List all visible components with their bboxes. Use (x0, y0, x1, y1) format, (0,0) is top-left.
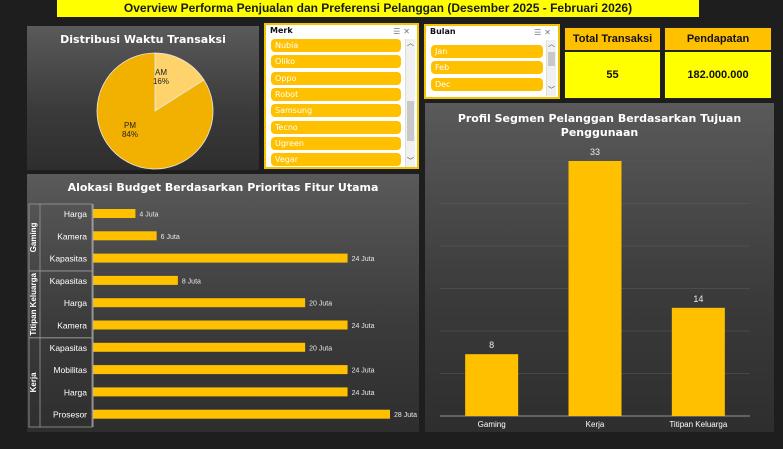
slicer-merk[interactable]: Merk ☰✕ Nubia Oliko Oppo Robot Samsung Tecno U… (264, 23, 419, 169)
segment-bar-value: 8 (489, 340, 494, 350)
clear-filter-icon[interactable]: ✕ (403, 27, 413, 36)
kpi-pendapatan-value: 182.000.000 (664, 51, 772, 99)
budget-bar-chart: 4 Juta Harga 6 Juta Kamera 24 Juta Kapasitas G… (28, 203, 417, 428)
slicer-bulan-scrollbar[interactable]: ︿ ﹀ (546, 40, 556, 96)
slicer-bulan[interactable]: Bulan ☰✕ Jan Feb Dec ︿ ﹀ (424, 24, 560, 99)
clear-filter-icon[interactable]: ✕ (544, 28, 554, 37)
pie-chart-title: Distribusi Waktu Transaksi (60, 33, 226, 46)
budget-bar-value: 28 Juta (394, 412, 417, 419)
kpi-total-transaksi-label: Total Transaksi (564, 27, 661, 51)
budget-bar-value: 24 Juta (352, 390, 375, 397)
scroll-up-icon[interactable]: ︿ (407, 40, 414, 47)
pie-slice-pm (96, 52, 214, 170)
budget-bar (93, 275, 178, 285)
budget-bar-value: 24 Juta (352, 256, 375, 263)
segment-category-label: Titipan Keluarga (669, 420, 728, 429)
budget-group-label: Kerja (29, 372, 38, 393)
slicer-bulan-header: Bulan (430, 27, 456, 36)
segment-chart-title-line1: Profil Segmen Pelanggan Berdasarkan Tuju… (457, 112, 742, 125)
slicer-item[interactable]: Jan (431, 45, 543, 58)
budget-category-label: Harga (64, 209, 87, 219)
segment-bar (671, 307, 725, 416)
slicer-merk-controls[interactable]: ☰✕ (393, 27, 413, 36)
scroll-down-icon[interactable]: ﹀ (548, 87, 555, 94)
budget-bar (93, 209, 136, 218)
budget-category-label: Mobilitas (53, 365, 87, 375)
budget-bar-value: 6 Juta (161, 234, 180, 241)
slicer-item[interactable]: Feb (431, 61, 543, 75)
pie-label-pm: PM (124, 121, 136, 130)
budget-category-label: Kapasitas (50, 343, 87, 353)
budget-bar-value: 20 Juta (309, 301, 332, 308)
kpi-total-transaksi-value: 55 (564, 51, 661, 99)
budget-group-box (28, 337, 93, 428)
segment-bar-value: 33 (590, 147, 600, 157)
segment-bar (465, 354, 519, 416)
budget-group-label: Gaming (29, 222, 38, 252)
scroll-down-icon[interactable]: ﹀ (407, 158, 414, 165)
slicer-item[interactable]: Samsung (271, 104, 401, 118)
budget-bar (93, 387, 348, 397)
budget-chart-panel: Alokasi Budget Berdasarkan Prioritas Fit… (27, 174, 419, 432)
segment-bar-value: 14 (693, 294, 703, 304)
budget-bar-value: 4 Juta (139, 212, 158, 219)
budget-bar (93, 342, 306, 352)
budget-bar-value: 8 Juta (182, 278, 201, 285)
budget-bar (93, 231, 157, 241)
slicer-item[interactable]: Robot (271, 87, 401, 101)
slicer-item[interactable]: Oliko (271, 55, 401, 69)
segment-category-label: Gaming (478, 420, 506, 429)
segment-category-label: Kerja (586, 420, 605, 429)
slicer-item[interactable]: Nubia (271, 39, 401, 52)
budget-bar-value: 20 Juta (309, 345, 332, 352)
multi-select-icon[interactable]: ☰ (534, 28, 545, 37)
budget-chart-title: Alokasi Budget Berdasarkan Prioritas Fit… (67, 181, 379, 194)
slicer-item[interactable]: Tecno (271, 120, 401, 134)
budget-category-label: Prosesor (53, 410, 87, 420)
pie-label-am: AM (155, 68, 167, 77)
segment-bar (568, 161, 622, 416)
pie-pct-pm: 84% (122, 130, 138, 139)
budget-category-label: Kapasitas (50, 276, 87, 286)
scroll-up-icon[interactable]: ︿ (548, 41, 555, 48)
budget-bar (93, 365, 348, 375)
budget-category-label: Harga (64, 387, 87, 397)
slicer-item[interactable]: Ugreen (271, 136, 401, 150)
slicer-merk-header: Merk (270, 26, 293, 35)
scroll-thumb[interactable] (407, 101, 414, 141)
budget-category-label: Kamera (57, 321, 87, 331)
pie-chart-panel: Distribusi Waktu Transaksi AM 16% PM 84% (27, 26, 259, 170)
budget-bar-value: 24 Juta (352, 323, 375, 330)
budget-bar (93, 298, 306, 308)
segment-chart-title-line2: Penggunaan (560, 126, 639, 139)
slicer-item[interactable]: Dec (431, 77, 543, 91)
slicer-item[interactable]: Oppo (271, 71, 401, 85)
pie-slice-am (154, 52, 205, 112)
kpi-pendapatan-label: Pendapatan (664, 27, 772, 51)
budget-bar (93, 320, 348, 330)
budget-bar-value: 24 Juta (352, 368, 375, 375)
slicer-bulan-controls[interactable]: ☰✕ (534, 28, 554, 37)
pie-pct-am: 16% (153, 77, 169, 86)
scroll-thumb[interactable] (548, 52, 555, 66)
budget-category-label: Kapasitas (50, 254, 87, 264)
segment-bar-chart: 8 Gaming 33 Kerja 14 Titipan Keluarga (440, 147, 750, 429)
dashboard-title: Overview Performa Penjualan dan Preferen… (57, 0, 699, 17)
budget-category-label: Kamera (57, 231, 87, 241)
segment-chart-panel: Profil Segmen Pelanggan Berdasarkan Tuju… (425, 103, 774, 432)
slicer-item[interactable]: Vegar (271, 153, 401, 167)
budget-bar (93, 409, 390, 419)
slicer-merk-scrollbar[interactable]: ︿ ﹀ (405, 39, 415, 167)
multi-select-icon[interactable]: ☰ (393, 27, 404, 36)
budget-group-label: Titipan Keluarga (29, 273, 38, 336)
budget-category-label: Harga (64, 298, 87, 308)
budget-bar (93, 253, 348, 263)
